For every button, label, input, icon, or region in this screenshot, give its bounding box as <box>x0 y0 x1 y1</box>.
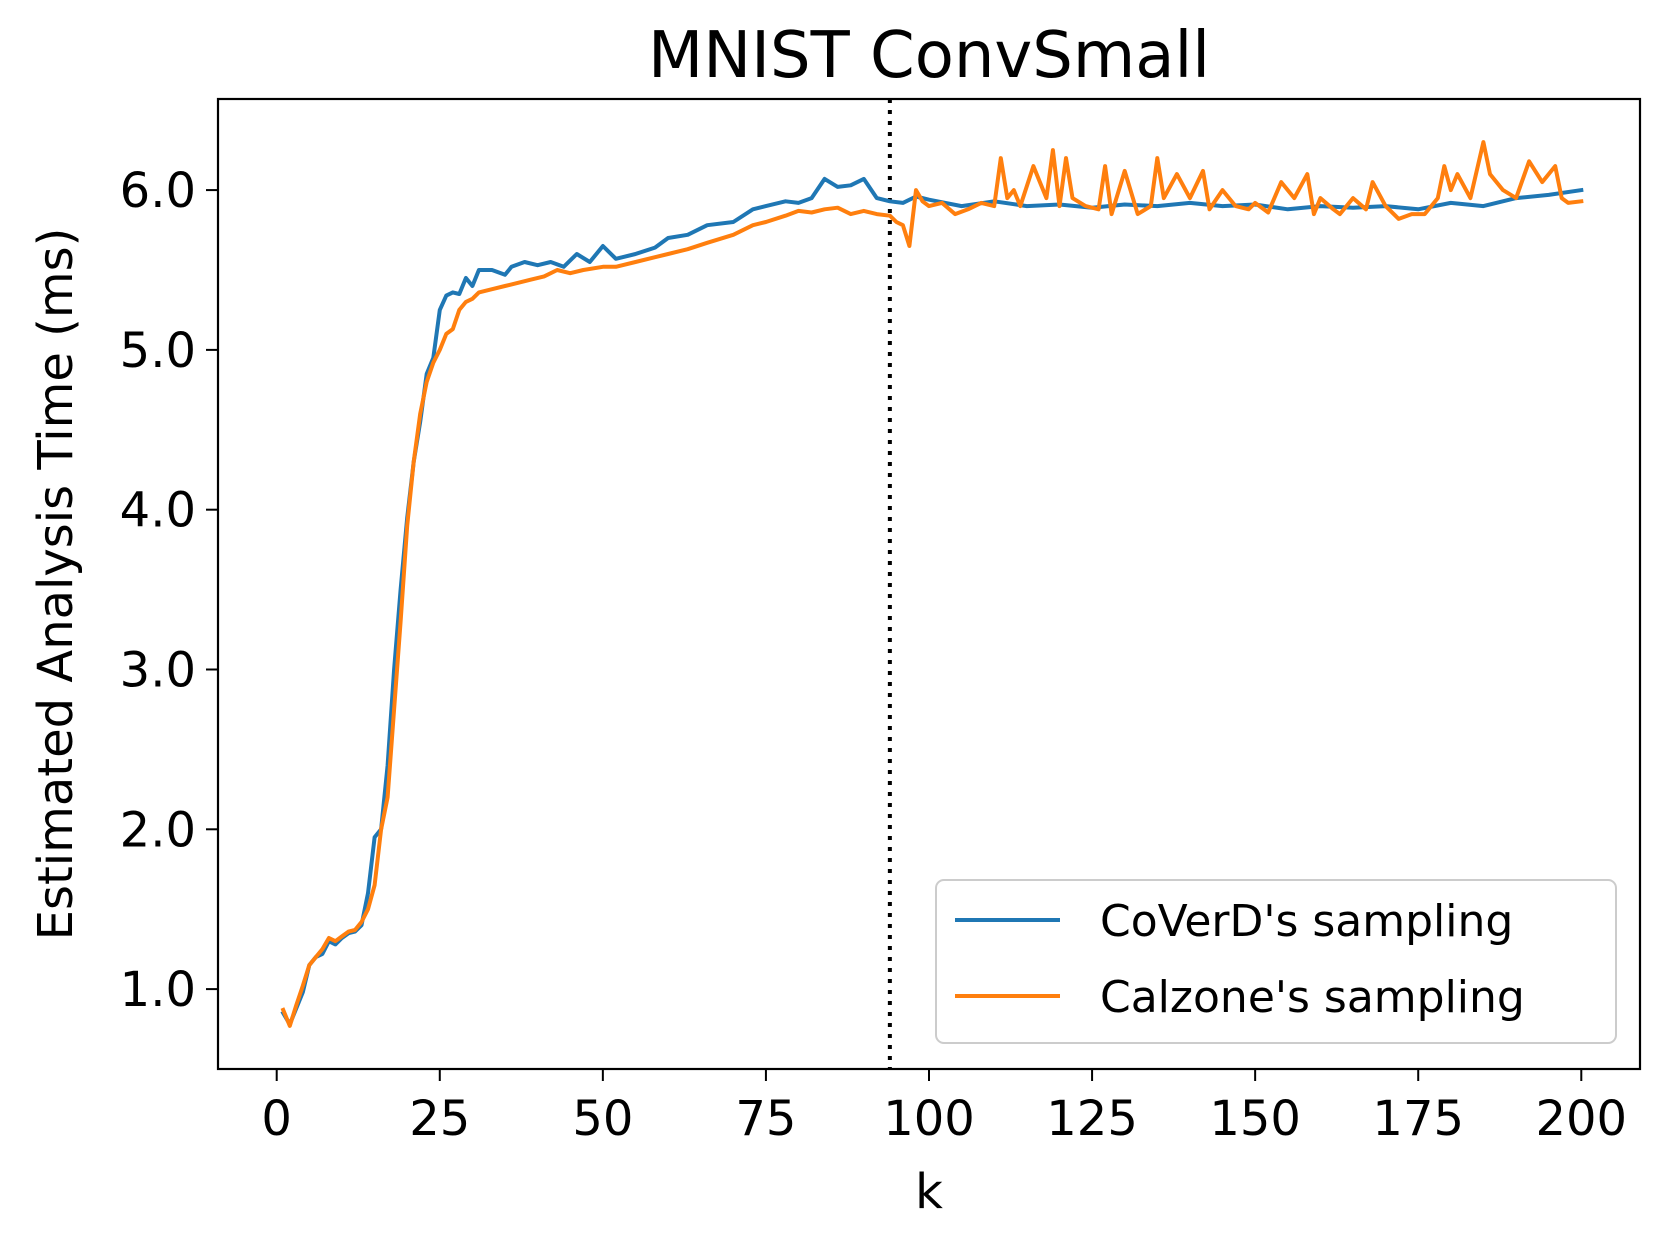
x-tick-label: 50 <box>572 1091 633 1147</box>
y-axis-label: Estimated Analysis Time (ms) <box>28 228 84 941</box>
legend: CoVerD's sampling Calzone's sampling <box>935 879 1617 1044</box>
y-tick-label: 4.0 <box>120 483 196 539</box>
x-tick-label: 25 <box>409 1091 470 1147</box>
x-tick-label: 125 <box>1046 1091 1138 1147</box>
x-tick-label: 0 <box>261 1091 292 1147</box>
x-tick-label: 200 <box>1535 1091 1627 1147</box>
y-tick-label: 1.0 <box>120 962 196 1018</box>
legend-label-coverd: CoVerD's sampling <box>1100 896 1513 947</box>
x-axis: 0 25 50 75 100 125 150 175 200 <box>261 1069 1627 1147</box>
plot-area <box>280 99 1584 1069</box>
legend-box <box>935 879 1617 1044</box>
x-tick-label: 100 <box>883 1091 975 1147</box>
y-tick-label: 3.0 <box>120 642 196 698</box>
legend-label-calzone: Calzone's sampling <box>1100 972 1525 1023</box>
series-line-coverd <box>280 176 1584 1027</box>
y-tick-label: 5.0 <box>120 323 196 379</box>
x-axis-label: k <box>915 1164 943 1220</box>
x-tick-label: 150 <box>1209 1091 1301 1147</box>
y-axis: 1.0 2.0 3.0 4.0 5.0 6.0 <box>120 163 218 1018</box>
y-tick-label: 2.0 <box>120 802 196 858</box>
x-tick-label: 175 <box>1372 1091 1464 1147</box>
x-tick-label: 75 <box>735 1091 796 1147</box>
y-tick-label: 6.0 <box>120 163 196 219</box>
chart-title: MNIST ConvSmall <box>648 19 1210 93</box>
series-line-calzone <box>280 140 1584 1028</box>
